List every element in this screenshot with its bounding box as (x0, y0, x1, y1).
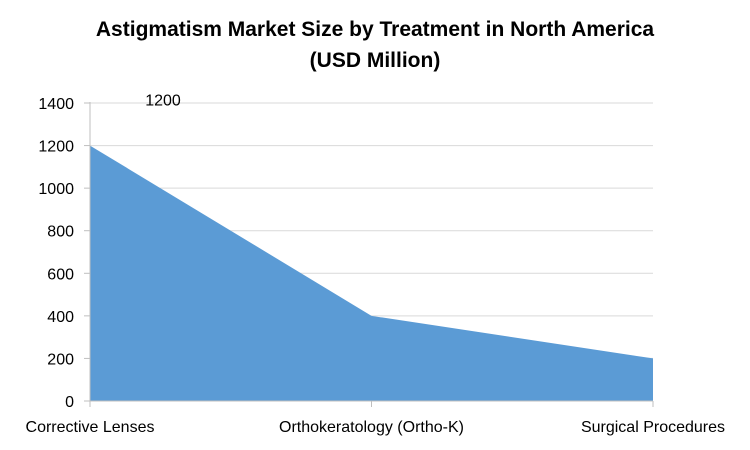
chart-title: Astigmatism Market Size by Treatment in … (0, 14, 750, 76)
x-tick-label: Surgical Procedures (581, 419, 725, 436)
y-tick-label: 1000 (38, 181, 74, 198)
chart-title-line-2: (USD Million) (309, 49, 441, 72)
labels: 0 200 400 600 800 1000 1200 1400 Corrective Lens… (26, 93, 726, 436)
axes (84, 102, 654, 407)
y-tick-label: 600 (47, 266, 74, 283)
series-areas (90, 145, 653, 401)
data-label: 1200 (145, 93, 181, 110)
y-tick-label: 400 (47, 309, 74, 326)
series-area-0 (90, 145, 653, 401)
chart-title-line-1: Astigmatism Market Size by Treatment in … (95, 18, 655, 41)
y-tick-label: 0 (65, 394, 74, 411)
x-tick-label: Corrective Lenses (26, 419, 155, 436)
y-tick-label: 1200 (38, 139, 74, 156)
x-tick-label: Orthokeratology (Ortho-K) (279, 419, 464, 436)
y-tick-label: 800 (47, 224, 74, 241)
y-tick-label: 200 (47, 351, 74, 368)
y-tick-label: 1400 (38, 96, 74, 113)
